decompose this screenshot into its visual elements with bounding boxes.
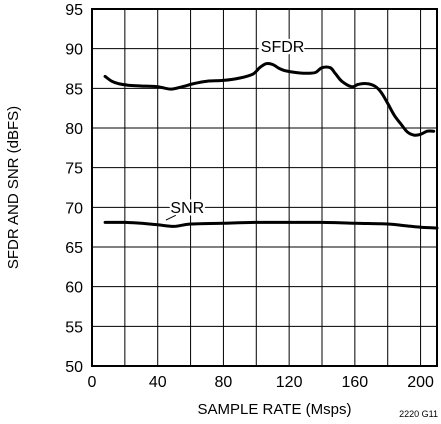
- series-label-sfdr: SFDR: [261, 39, 305, 56]
- x-tick-label: 160: [342, 374, 369, 391]
- x-tick-label: 0: [88, 374, 97, 391]
- y-tick-label: 55: [65, 319, 83, 336]
- x-tick-label: 40: [149, 374, 167, 391]
- x-axis-title: SAMPLE RATE (Msps): [198, 401, 352, 418]
- series-labels: SFDR SNR: [165, 36, 307, 221]
- x-tick-label: 120: [276, 374, 303, 391]
- y-tick-label: 70: [65, 200, 83, 217]
- y-axis-title: SFDR AND SNR (dBFS): [5, 106, 22, 269]
- series-lines: [103, 62, 439, 230]
- series-label-snr: SNR: [170, 200, 204, 217]
- y-tick-label: 65: [65, 240, 83, 257]
- y-tick-label: 85: [65, 81, 83, 98]
- plot-frame: [91, 8, 438, 367]
- y-tick-label: 90: [65, 42, 83, 59]
- y-tick-label: 60: [65, 280, 83, 297]
- y-tick-label: 95: [65, 2, 83, 19]
- y-tick-label: 80: [65, 121, 83, 138]
- y-tick-label: 75: [65, 161, 83, 178]
- x-tick-label: 200: [407, 374, 434, 391]
- figure-id: 2220 G11: [399, 409, 438, 419]
- tick-labels: 50 55 60 65 70 75 80 85 90 95 0 40 80 120 160 200: [65, 2, 434, 391]
- y-tick-label: 50: [65, 359, 83, 376]
- x-tick-label: 80: [215, 374, 233, 391]
- series-label-leader: [165, 214, 177, 221]
- grid-lines: [92, 9, 437, 366]
- series-line-snr: [103, 220, 439, 230]
- series-line-sfdr: [103, 62, 436, 137]
